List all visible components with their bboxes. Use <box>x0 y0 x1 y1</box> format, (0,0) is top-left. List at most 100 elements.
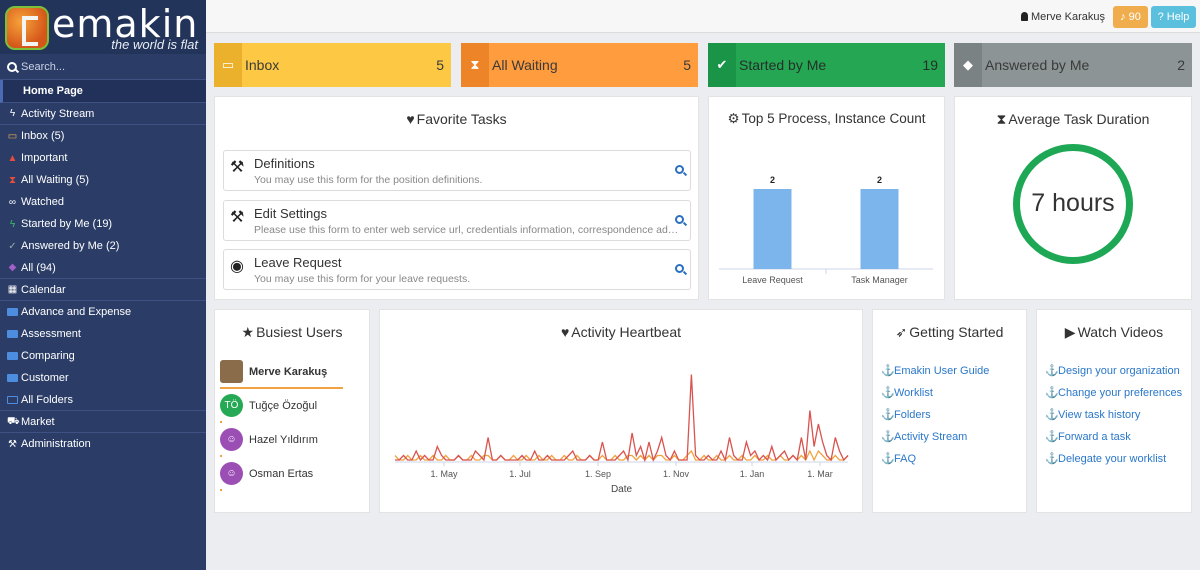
link-label: Delegate your worklist <box>1058 453 1167 465</box>
sidebar-item-watched[interactable]: ∞ Watched <box>0 191 206 213</box>
sidebar-item-comparing[interactable]: Comparing <box>0 345 206 367</box>
sidebar-item-market[interactable]: ⛟ Market <box>0 411 206 433</box>
binoculars-icon: ∞ <box>8 196 17 208</box>
panel-title-text: Activity Heartbeat <box>571 324 682 340</box>
anchor-icon: ⚓ <box>881 409 895 421</box>
x-tick-label: 1. Mar <box>807 469 833 479</box>
panel-title-text: Watch Videos <box>1077 324 1164 340</box>
search-icon <box>7 61 17 72</box>
panel-title: ➶ Getting Started <box>873 324 1026 341</box>
tile-answered-by-me[interactable]: ◆ Answered by Me 2 <box>954 43 1192 87</box>
sidebar-item-calendar[interactable]: ▦ Calendar <box>0 279 206 301</box>
sidebar-item-administration[interactable]: ⚒ Administration <box>0 433 206 455</box>
busiest-user[interactable]: TÖ Tuğçe Özoğul <box>220 391 343 423</box>
sidebar-item-inbox[interactable]: ▭ Inbox (5) <box>0 125 206 147</box>
zoom-icon[interactable] <box>675 215 684 224</box>
activity-bar <box>220 489 223 491</box>
anchor-icon: ⚓ <box>881 365 895 377</box>
sidebar-item-important[interactable]: ▲ Important <box>0 147 206 169</box>
anchor-icon: ⚓ <box>881 387 895 399</box>
cart-icon: ⛟ <box>7 416 20 427</box>
question-icon: ? <box>1157 11 1164 23</box>
help-link[interactable]: ⚓Change your preferences <box>1045 386 1182 399</box>
zoom-icon[interactable] <box>675 264 684 273</box>
panel-title-text: Top 5 Process, Instance Count <box>741 111 926 126</box>
sidebar-item-answered-by-me[interactable]: ✓ Answered by Me (2) <box>0 235 206 257</box>
user-name: Hazel Yıldırım <box>249 434 318 446</box>
tile-label: Inbox <box>245 57 280 73</box>
sidebar-item-label: Advance and Expense <box>21 306 132 318</box>
x-tick-label: 1. Nov <box>663 469 690 479</box>
sidebar-item-activity-stream[interactable]: ϟ Activity Stream <box>0 103 206 125</box>
favorite-desc: Please use this form to enter web servic… <box>254 224 682 236</box>
favorite-task-edit-settings[interactable]: ⚒ Edit Settings Please use this form to … <box>223 200 691 241</box>
logo[interactable]: emakin the world is flat <box>0 0 206 54</box>
sidebar-item-label: Answered by Me (2) <box>21 240 120 252</box>
tag-icon: ◆ <box>8 262 17 273</box>
emakin-logo-icon <box>5 6 49 50</box>
sidebar-item-label: Calendar <box>21 283 66 296</box>
tile-started-by-me[interactable]: ✔ Started by Me 19 <box>708 43 945 87</box>
help-link[interactable]: ⚓Forward a task <box>1045 430 1131 443</box>
help-link[interactable]: ⚓Design your organization <box>1045 364 1180 377</box>
sidebar-item-all-waiting[interactable]: ⧗ All Waiting (5) <box>0 169 206 191</box>
brand-name: emakin <box>52 2 199 46</box>
zoom-icon[interactable] <box>675 165 684 174</box>
user-menu[interactable]: Merve Karakuş <box>1021 11 1105 23</box>
heartbeat-icon: ♥ <box>560 324 570 340</box>
bar-data-label: 2 <box>877 175 882 185</box>
getting-started-panel: ➶ Getting Started ⚓Emakin User Guide ⚓Work… <box>872 309 1027 513</box>
tile-inbox[interactable]: ▭ Inbox 5 <box>214 43 451 87</box>
avatar: ☺ <box>220 462 243 485</box>
busiest-users-panel: ★ Busiest Users Merve Karakuş TÖ Tuğçe Özoğ… <box>214 309 370 513</box>
tile-label: All Waiting <box>492 57 558 73</box>
link-label: Folders <box>894 409 931 421</box>
search-input[interactable] <box>21 60 191 73</box>
x-tick-label: Task Manager <box>851 275 908 285</box>
notifications-button[interactable]: ♪ 90 <box>1113 6 1148 28</box>
sidebar-item-home[interactable]: Home Page <box>0 80 206 103</box>
busiest-user[interactable]: ☺ Osman Ertas <box>220 459 343 491</box>
sidebar-item-advance-expense[interactable]: Advance and Expense <box>0 301 206 323</box>
activity-bar <box>220 421 223 423</box>
busiest-user[interactable]: ☺ Hazel Yıldırım <box>220 425 343 457</box>
sidebar-item-assessment[interactable]: Assessment <box>0 323 206 345</box>
cogs-icon: ⚙ <box>727 111 740 126</box>
sidebar-item-label: Assessment <box>21 328 81 340</box>
process-bar-chart: 2 Leave Request 2 Task Manager <box>719 175 933 285</box>
anchor-icon: ⚓ <box>1045 365 1059 377</box>
help-link[interactable]: ⚓Emakin User Guide <box>881 364 989 377</box>
help-link[interactable]: ⚓View task history <box>1045 408 1140 421</box>
duration-value: 7 hours <box>1031 189 1115 217</box>
sidebar-item-all-folders[interactable]: All Folders <box>0 389 206 411</box>
sidebar-nav: Home Page ϟ Activity Stream ▭ Inbox (5) ▲ I… <box>0 80 206 455</box>
link-label: Activity Stream <box>894 431 968 443</box>
sidebar-item-label: All (94) <box>21 261 56 274</box>
help-link[interactable]: ⚓FAQ <box>881 452 916 465</box>
tile-all-waiting[interactable]: ⧗ All Waiting 5 <box>461 43 698 87</box>
anchor-icon: ⚓ <box>1045 409 1059 421</box>
bar <box>753 189 792 269</box>
tile-label: Started by Me <box>739 57 827 73</box>
notification-count: 90 <box>1128 11 1141 23</box>
help-link[interactable]: ⚓Delegate your worklist <box>1045 452 1166 465</box>
sidebar-item-all[interactable]: ◆ All (94) <box>0 257 206 279</box>
busiest-user[interactable]: Merve Karakuş <box>220 357 343 389</box>
average-duration-panel: ⧗ Average Task Duration 7 hours <box>954 96 1192 300</box>
help-button[interactable]: ? Help <box>1151 6 1196 28</box>
sidebar-item-customer[interactable]: Customer <box>0 367 206 389</box>
sidebar: emakin the world is flat Home Page ϟ Acti… <box>0 0 206 570</box>
favorite-task-leave-request[interactable]: ◉ Leave Request You may use this form fo… <box>223 249 691 290</box>
hourglass-icon: ⧗ <box>8 174 17 186</box>
hourglass-icon: ⧗ <box>996 111 1007 127</box>
panel-title: ♥ Favorite Tasks <box>215 111 698 127</box>
help-link[interactable]: ⚓Worklist <box>881 386 933 399</box>
brand-tagline: the world is flat <box>111 37 198 52</box>
sidebar-item-started-by-me[interactable]: ϟ Started by Me (19) <box>0 213 206 235</box>
star-icon: ★ <box>241 324 255 340</box>
help-link[interactable]: ⚓Folders <box>881 408 931 421</box>
favorite-task-definitions[interactable]: ⚒ Definitions You may use this form for … <box>223 150 691 191</box>
link-label: FAQ <box>894 453 917 465</box>
help-link[interactable]: ⚓Activity Stream <box>881 430 967 443</box>
folder-icon <box>7 352 18 360</box>
